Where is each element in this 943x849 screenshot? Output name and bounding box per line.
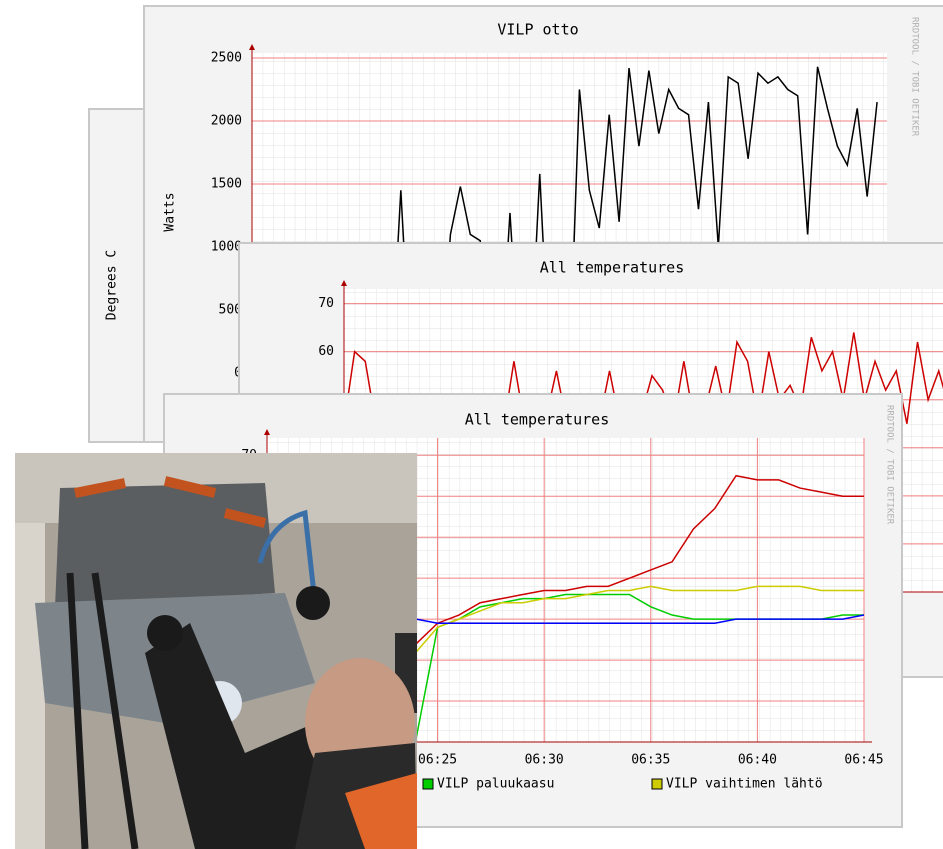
legend-label: VILP paluukaasu bbox=[437, 777, 554, 792]
y-axis-label: Degrees C bbox=[105, 250, 120, 320]
page: Degrees C 05001000150020002500VILP ottoW… bbox=[0, 0, 943, 849]
y-tick-label: 2000 bbox=[211, 114, 242, 129]
legend-swatch bbox=[652, 779, 662, 789]
y-tick-label: 1500 bbox=[211, 177, 242, 192]
legend-label: VILP vaihtimen lähtö bbox=[666, 777, 823, 792]
y-axis-label: Watts bbox=[163, 192, 178, 231]
y-axis-arrow bbox=[264, 429, 270, 435]
photo-ac-unit bbox=[55, 483, 275, 608]
x-tick-label: 06:25 bbox=[418, 753, 457, 768]
y-axis-arrow bbox=[341, 280, 347, 286]
x-tick-label: 06:40 bbox=[738, 753, 777, 768]
legend-swatch bbox=[423, 779, 433, 789]
y-tick-label: 70 bbox=[318, 296, 334, 311]
y-tick-label: 60 bbox=[318, 344, 334, 359]
chart-title: All temperatures bbox=[465, 411, 610, 429]
chart-title: All temperatures bbox=[540, 259, 685, 277]
photo-wall-edge bbox=[15, 523, 45, 849]
y-axis-arrow bbox=[249, 44, 255, 50]
credit: RRDTOOL / TOBI OETIKER bbox=[910, 17, 920, 137]
chart-title: VILP otto bbox=[497, 21, 578, 39]
photo-glove bbox=[147, 615, 183, 651]
y-tick-label: 2500 bbox=[211, 51, 242, 66]
x-tick-label: 06:30 bbox=[525, 753, 564, 768]
photo-glove bbox=[296, 586, 330, 620]
photo bbox=[15, 453, 417, 849]
x-tick-label: 06:45 bbox=[844, 753, 883, 768]
x-tick-label: 06:35 bbox=[631, 753, 670, 768]
credit: RRDTOOL / TOBI OETIKER bbox=[885, 405, 895, 525]
